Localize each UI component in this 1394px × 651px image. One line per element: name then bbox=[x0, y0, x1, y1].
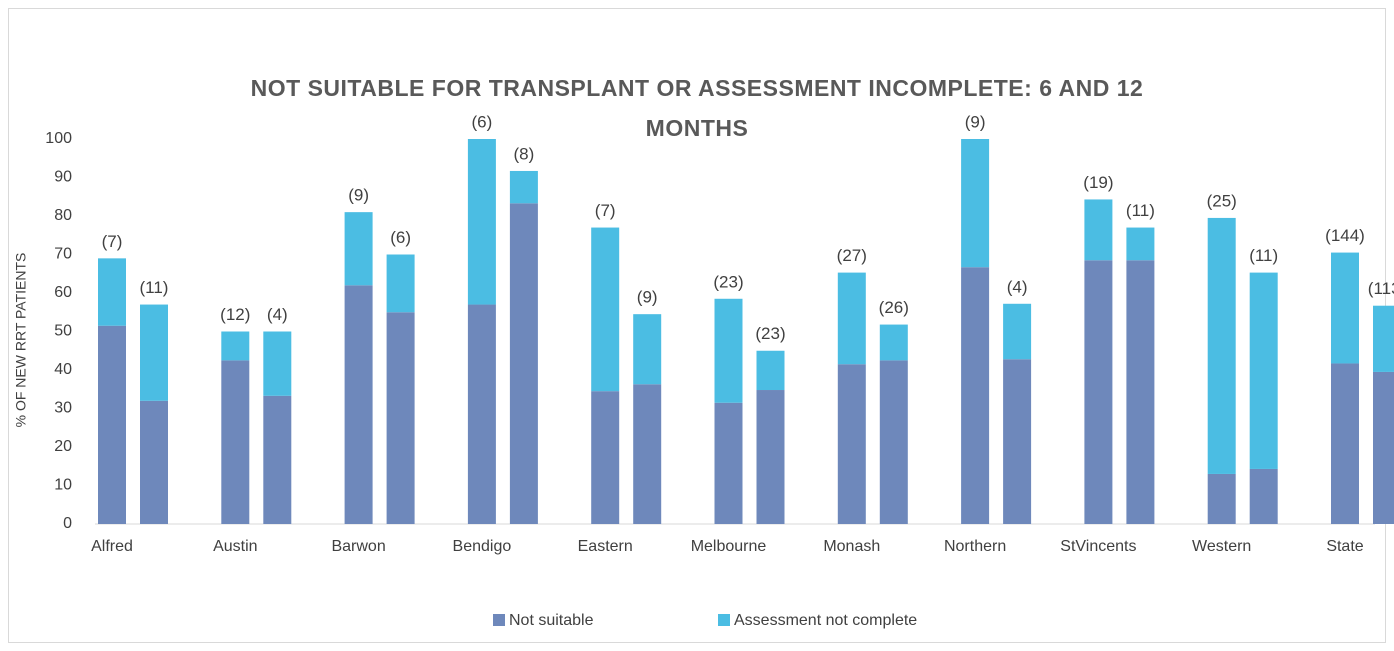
bar-label: (6) bbox=[390, 228, 411, 247]
legend-label: Assessment not complete bbox=[734, 612, 917, 629]
bar-segment bbox=[467, 304, 496, 524]
bar-segment bbox=[509, 170, 538, 204]
bar-segment bbox=[837, 272, 866, 365]
bar-segment bbox=[98, 258, 126, 326]
bar-segment bbox=[714, 402, 743, 524]
bar-segment bbox=[1207, 473, 1236, 524]
bar-label: (19) bbox=[1083, 173, 1113, 192]
y-tick-label: 20 bbox=[54, 438, 72, 455]
y-tick-label: 100 bbox=[45, 130, 72, 147]
bar-segment bbox=[1084, 199, 1113, 261]
bar-segment bbox=[140, 400, 168, 524]
bar-segment bbox=[837, 364, 866, 524]
x-tick-label: StVincents bbox=[1060, 538, 1136, 555]
x-tick-label: Alfred bbox=[91, 538, 133, 555]
bar-label: (27) bbox=[837, 246, 867, 265]
y-tick-label: 30 bbox=[54, 400, 72, 417]
y-tick-label: 0 bbox=[63, 515, 72, 532]
bar-segment bbox=[386, 312, 415, 524]
chart-title: NOT SUITABLE FOR TRANSPLANT OR ASSESSMEN… bbox=[250, 75, 1144, 141]
x-tick-label: Austin bbox=[213, 538, 257, 555]
bar-segment bbox=[467, 139, 496, 305]
bar-label: (8) bbox=[514, 144, 535, 163]
bar-segment bbox=[591, 391, 620, 524]
bar-segment bbox=[961, 139, 990, 268]
bar-segment bbox=[1003, 359, 1032, 524]
x-tick-label: Eastern bbox=[578, 538, 633, 555]
bar-label: (9) bbox=[637, 288, 658, 307]
bar-label: (11) bbox=[1249, 246, 1278, 265]
bar-segment bbox=[1003, 303, 1032, 360]
bar-segment bbox=[221, 331, 250, 361]
y-tick-label: 50 bbox=[54, 323, 72, 340]
bar-segment bbox=[386, 254, 415, 313]
bar-segment bbox=[1373, 371, 1394, 524]
bar-segment bbox=[1126, 227, 1155, 261]
y-tick-label: 60 bbox=[54, 284, 72, 301]
bar-segment bbox=[633, 384, 662, 524]
bar-label: (144) bbox=[1325, 226, 1365, 245]
bar-segment bbox=[1207, 217, 1236, 474]
bar-segment bbox=[509, 203, 538, 525]
bar-segment bbox=[591, 227, 620, 392]
bar-segment bbox=[344, 285, 373, 524]
bar-segment bbox=[263, 395, 292, 524]
x-tick-label: Barwon bbox=[331, 538, 385, 555]
bar-label: (26) bbox=[879, 298, 909, 317]
y-tick-label: 40 bbox=[54, 361, 72, 378]
x-tick-label: Monash bbox=[823, 538, 880, 555]
bar-label: (6) bbox=[472, 112, 493, 131]
bar-segment bbox=[1249, 468, 1278, 524]
y-axis-title: % OF NEW RRT PATIENTS bbox=[13, 253, 29, 428]
bar-segment bbox=[98, 325, 126, 524]
bar-segment bbox=[756, 350, 785, 391]
legend-swatch bbox=[493, 614, 505, 626]
bar-segment bbox=[1084, 260, 1113, 524]
bar-segment bbox=[1373, 305, 1394, 372]
bar-label: (12) bbox=[220, 305, 250, 324]
bar-label: (4) bbox=[267, 305, 288, 324]
bar-segment bbox=[633, 314, 662, 385]
bar-segment bbox=[879, 324, 908, 361]
bar-label: (7) bbox=[595, 201, 616, 220]
x-tick-label: State bbox=[1326, 538, 1363, 555]
bar-segment bbox=[344, 212, 373, 286]
bar-label: (23) bbox=[755, 324, 785, 343]
bar-label: (11) bbox=[1126, 201, 1155, 220]
x-tick-label: Melbourne bbox=[691, 538, 767, 555]
bar-segment bbox=[879, 360, 908, 524]
bar-segment bbox=[1126, 260, 1155, 524]
x-tick-label: Bendigo bbox=[453, 538, 512, 555]
legend-label: Not suitable bbox=[509, 612, 594, 629]
legend-swatch bbox=[718, 614, 730, 626]
bar-label: (23) bbox=[713, 272, 743, 291]
bar-segment bbox=[1331, 252, 1359, 364]
bar-segment bbox=[756, 390, 785, 524]
bar-segment bbox=[1331, 363, 1359, 524]
bar-label: (9) bbox=[348, 186, 369, 205]
bar-segment bbox=[221, 360, 250, 524]
x-tick-label: Western bbox=[1192, 538, 1251, 555]
bar-label: (25) bbox=[1207, 191, 1237, 210]
bar-label: (7) bbox=[102, 232, 123, 251]
y-tick-label: 90 bbox=[54, 169, 72, 186]
y-tick-label: 10 bbox=[54, 477, 72, 494]
bar-segment bbox=[714, 298, 743, 403]
x-tick-label: Northern bbox=[944, 538, 1006, 555]
bar-label: (113) bbox=[1368, 279, 1394, 298]
bar-segment bbox=[961, 267, 990, 524]
bar-label: (9) bbox=[965, 112, 986, 131]
bar-segment bbox=[263, 331, 292, 396]
bar-label: (4) bbox=[1007, 277, 1028, 296]
bar-segment bbox=[140, 304, 168, 401]
bar-label: (11) bbox=[140, 278, 169, 297]
y-tick-label: 80 bbox=[54, 207, 72, 224]
y-tick-label: 70 bbox=[54, 246, 72, 263]
bar-segment bbox=[1249, 272, 1278, 469]
